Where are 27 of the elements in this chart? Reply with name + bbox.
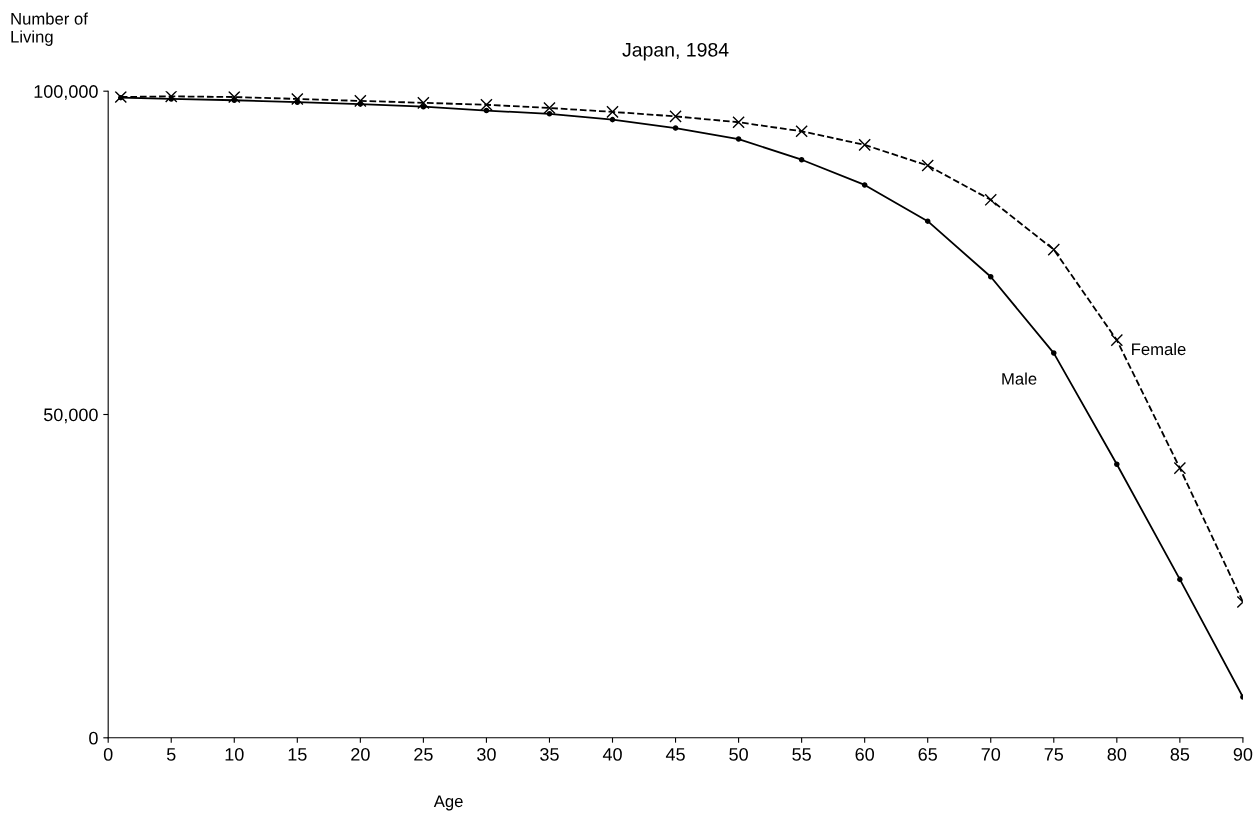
x-tick-label: 80 [1107, 748, 1127, 761]
x-tick-label: 65 [918, 748, 937, 761]
x-tick-label: 20 [351, 748, 370, 761]
chart-title: Japan, 1984 [622, 42, 729, 61]
x-tick-label: 10 [225, 748, 244, 761]
x-tick-label: 0 [103, 748, 113, 761]
y-tick-label: 50,000 [43, 408, 98, 424]
x-tick-label: 45 [665, 748, 685, 761]
x-tick-label: 40 [602, 748, 622, 761]
series-label: Male [1002, 372, 1037, 385]
x-tick-label: 25 [414, 748, 433, 761]
x-tick-label: 55 [792, 748, 811, 761]
x-tick-label: 50 [729, 748, 748, 761]
x-tick-label: 5 [166, 748, 176, 761]
series-label: Female [1132, 342, 1186, 356]
x-axis-title: Age [433, 795, 463, 811]
y-tick-label: 0 [89, 731, 98, 745]
y-tick-label: 100,000 [34, 85, 98, 101]
x-tick-label: 70 [981, 748, 1001, 761]
x-tick-label: 90 [1233, 748, 1253, 761]
x-tick-label: 15 [288, 748, 307, 761]
x-tick-label: 30 [477, 748, 496, 761]
x-tick-label: 35 [540, 748, 559, 761]
x-tick-label: 75 [1044, 748, 1064, 761]
x-tick-label: 60 [855, 748, 874, 761]
x-tick-label: 85 [1170, 748, 1190, 761]
y-axis-title: Number of Living [11, 12, 88, 46]
